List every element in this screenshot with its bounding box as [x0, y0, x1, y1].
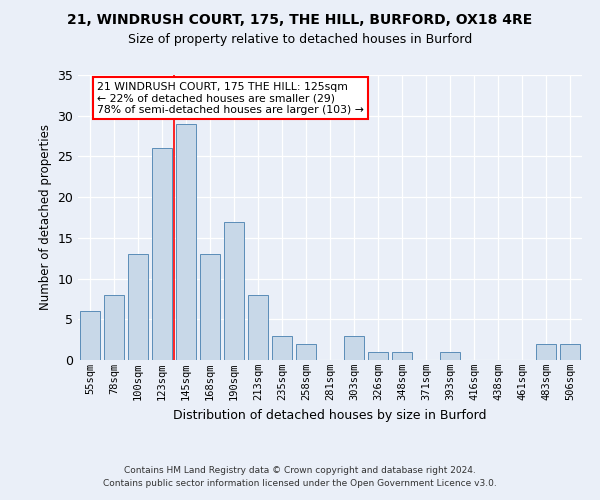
Text: 21 WINDRUSH COURT, 175 THE HILL: 125sqm
← 22% of detached houses are smaller (29: 21 WINDRUSH COURT, 175 THE HILL: 125sqm …	[97, 82, 364, 114]
Bar	[368, 352, 388, 360]
X-axis label: Distribution of detached houses by size in Burford: Distribution of detached houses by size …	[173, 408, 487, 422]
Text: 21, WINDRUSH COURT, 175, THE HILL, BURFORD, OX18 4RE: 21, WINDRUSH COURT, 175, THE HILL, BURFO…	[67, 12, 533, 26]
Bar	[176, 124, 196, 360]
Bar	[128, 254, 148, 360]
Bar	[344, 336, 364, 360]
Bar	[392, 352, 412, 360]
Bar	[104, 295, 124, 360]
Bar	[80, 311, 100, 360]
Bar	[224, 222, 244, 360]
Bar	[560, 344, 580, 360]
Bar	[200, 254, 220, 360]
Y-axis label: Number of detached properties: Number of detached properties	[39, 124, 52, 310]
Bar	[536, 344, 556, 360]
Bar	[296, 344, 316, 360]
Text: Contains HM Land Registry data © Crown copyright and database right 2024.
Contai: Contains HM Land Registry data © Crown c…	[103, 466, 497, 487]
Bar	[152, 148, 172, 360]
Bar	[440, 352, 460, 360]
Bar	[272, 336, 292, 360]
Text: Size of property relative to detached houses in Burford: Size of property relative to detached ho…	[128, 32, 472, 46]
Bar	[248, 295, 268, 360]
